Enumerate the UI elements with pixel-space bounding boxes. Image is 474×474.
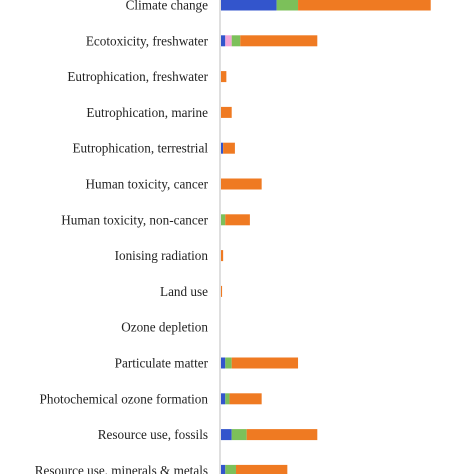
bars xyxy=(221,0,431,474)
category-label: Human toxicity, cancer xyxy=(85,177,208,192)
bar-segment xyxy=(225,357,232,369)
category-labels: Climate change Ecotoxicity, freshwater Eut… xyxy=(35,0,209,474)
category-label: Ionising radiation xyxy=(115,248,209,263)
bar-segment xyxy=(225,214,250,226)
bar-segment xyxy=(221,178,262,190)
bar-segment xyxy=(221,357,226,369)
bar-segment xyxy=(221,35,226,47)
category-label: Eutrophication, terrestrial xyxy=(73,141,209,156)
category-label: Photochemical ozone formation xyxy=(40,391,209,406)
bar-segment xyxy=(221,142,224,154)
category-label: Climate change xyxy=(126,0,209,13)
bar-segment xyxy=(221,464,226,474)
bar-segment xyxy=(225,464,236,474)
bar-segment xyxy=(221,106,232,118)
bar-segment xyxy=(221,71,227,83)
category-label: Human toxicity, non-cancer xyxy=(61,212,208,227)
bar-segment xyxy=(276,0,299,11)
bar-segment xyxy=(221,0,277,11)
bar-segment xyxy=(225,35,232,47)
bar-segment xyxy=(231,35,241,47)
category-label: Ecotoxicity, freshwater xyxy=(86,33,209,48)
bar-segment xyxy=(221,214,226,226)
bar-segment xyxy=(231,429,247,441)
category-label: Eutrophication, freshwater xyxy=(67,69,208,84)
category-label: Resource use, fossils xyxy=(98,427,208,442)
category-label: Land use xyxy=(160,284,208,299)
category-label: Ozone depletion xyxy=(121,320,208,335)
bar-segment xyxy=(298,0,431,11)
bar-segment xyxy=(221,429,232,441)
bar-segment xyxy=(225,393,230,405)
bar-segment xyxy=(223,142,235,154)
bar-segment xyxy=(246,429,318,441)
category-label: Resource use, minerals & metals xyxy=(35,463,208,474)
bar-segment xyxy=(221,393,226,405)
bar-segment xyxy=(231,357,299,369)
category-label: Eutrophication, marine xyxy=(86,105,208,120)
bar-segment xyxy=(229,393,262,405)
bar-segment xyxy=(221,285,223,297)
bar-segment xyxy=(221,250,224,262)
bar-segment xyxy=(240,35,318,47)
category-label: Particulate matter xyxy=(115,356,209,371)
bar-segment xyxy=(235,464,288,474)
